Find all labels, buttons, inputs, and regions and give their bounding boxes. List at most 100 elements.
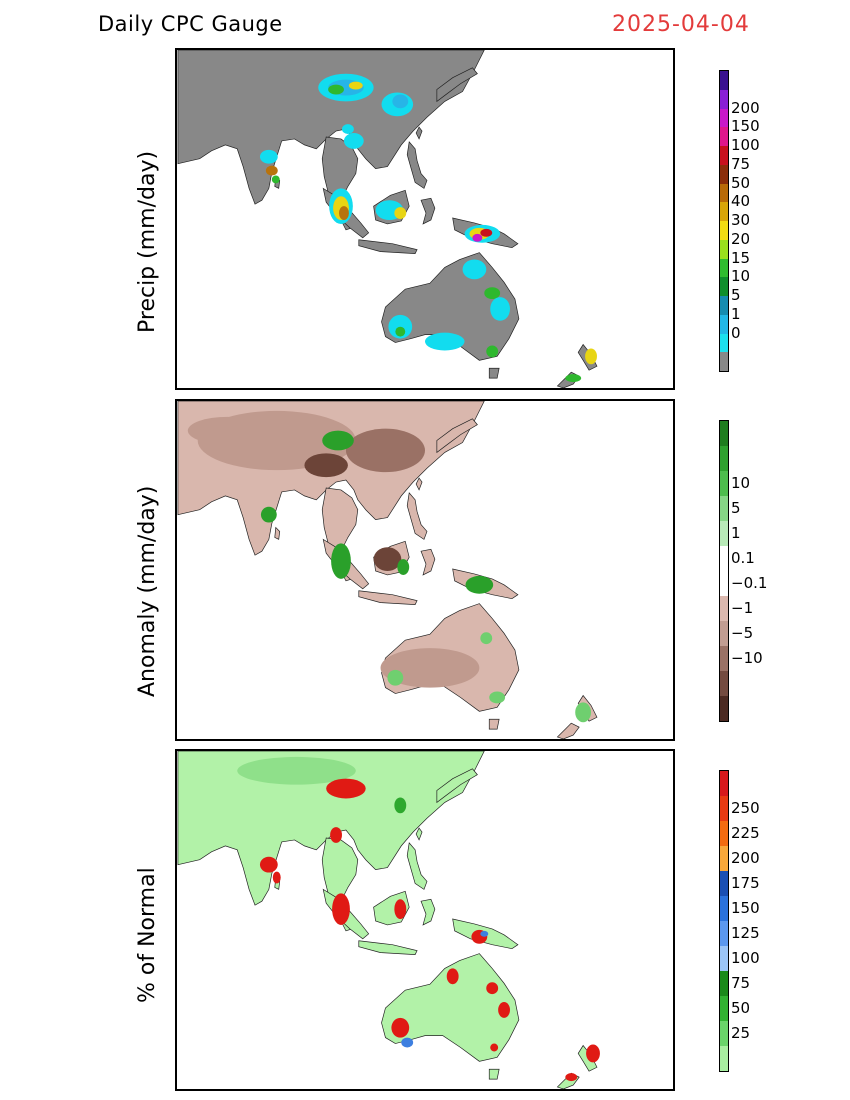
colorbar-tick-label: 50 [731,998,751,1017]
precip-region-9 [265,165,278,176]
precip-region-6 [343,133,364,149]
colorbar-swatch [720,621,728,646]
precip-region-13 [339,206,349,220]
colorbar-swatch [720,571,728,596]
colorbar-swatch [720,202,728,221]
anomaly-colorbar [719,420,729,722]
precip-region-20 [462,259,487,280]
colorbar-swatch [720,646,728,671]
java-landmass [358,940,418,955]
colorbar-tick-label: 100 [731,136,760,154]
precip-map-panel [175,48,675,390]
percent-region-0 [237,756,356,785]
tasmania-landmass [488,718,500,730]
colorbar-swatch [720,71,728,90]
precip-overlays [259,73,597,383]
percent-region-16 [586,1044,600,1063]
percent-region-10 [446,968,459,985]
anomaly-map-panel [175,399,675,741]
anomaly-region-9 [465,575,494,594]
precip-region-2 [328,84,344,95]
colorbar-tick-label: −5 [731,623,754,642]
colorbar-tick-label: 150 [731,117,760,136]
precip-region-18 [472,233,483,242]
colorbar-tick-label: 225 [731,823,760,842]
precip-region-15 [394,207,407,219]
colorbar-tick-label: 5 [731,286,741,304]
colorbar-swatch [720,521,728,546]
colorbar-swatch [720,89,728,109]
colorbar-swatch [720,1046,728,1071]
precip-region-24 [395,326,406,337]
colorbar-swatch [720,546,728,571]
percent-region-11 [486,982,499,995]
precip-region-22 [490,297,510,321]
colorbar-tick-label: 1 [731,523,741,542]
colorbar-swatch [720,771,728,796]
sulawesi-landmass [420,197,436,225]
percent-region-12 [391,1017,410,1038]
colorbar-swatch [720,239,728,259]
anomaly-region-10 [380,648,480,688]
colorbar-swatch [720,108,728,128]
colorbar-tick-label: 40 [731,192,751,211]
precip-map [177,50,598,388]
percent-region-1 [326,778,366,799]
colorbar-swatch [720,996,728,1021]
anomaly-region-11 [387,669,404,686]
colorbar-swatch [720,821,728,846]
percent-region-3 [330,827,342,843]
percent-region-15 [490,1043,499,1052]
percent-overlays [237,756,600,1082]
precip-region-26 [486,345,499,358]
precip-region-28 [565,374,582,383]
philippines-landmass [406,842,428,890]
colorbar-swatch [720,696,728,721]
colorbar-swatch [720,314,728,334]
percent-region-17 [565,1073,578,1082]
tasmania-landmass [488,1068,500,1080]
precip-region-3 [348,81,363,90]
colorbar-swatch [720,258,728,278]
precip-region-21 [484,287,501,300]
colorbar-tick-label: 0 [731,323,741,342]
colorbar-swatch [720,183,728,203]
percent-region-13 [401,1037,414,1048]
colorbar-swatch [720,1021,728,1046]
colorbar-tick-label: 250 [731,798,760,817]
asia-landmass [177,751,485,906]
precip-region-19 [480,228,493,237]
colorbar-tick-label: 75 [731,973,751,992]
colorbar-swatch [720,496,728,521]
colorbar-tick-label: −1 [731,598,754,617]
precip-region-7 [341,124,354,135]
colorbar-swatch [720,971,728,996]
sri-lanka-landmass [274,526,281,540]
percent-region-5 [272,871,281,884]
colorbar-tick-label: 100 [731,948,760,967]
colorbar-swatch [720,333,728,353]
anomaly-region-1 [345,428,425,473]
colorbar-tick-label: 175 [731,873,760,892]
colorbar-swatch [720,796,728,821]
colorbar-tick-label: 200 [731,848,760,867]
anomaly-region-2 [304,453,348,478]
japan-landmass [436,418,478,454]
percent-region-4 [259,856,278,873]
sulawesi-landmass [420,898,436,926]
colorbar-swatch [720,896,728,921]
australia-landmass [381,953,520,1062]
anomaly-map [177,401,598,739]
japan-landmass [436,768,478,804]
precip-region-8 [259,149,278,164]
colorbar-tick-label: 50 [731,173,751,192]
colorbar-tick-label: 25 [731,1023,751,1042]
colorbar-swatch [720,446,728,471]
philippines-landmass [406,141,428,189]
colorbar-tick-label: 1 [731,304,741,323]
precip-colorbar [719,70,729,372]
precip-region-10 [271,175,280,184]
colorbar-swatch [720,277,728,296]
japan-landmass [436,67,478,103]
percent-axis-label: % of Normal [135,867,160,1003]
